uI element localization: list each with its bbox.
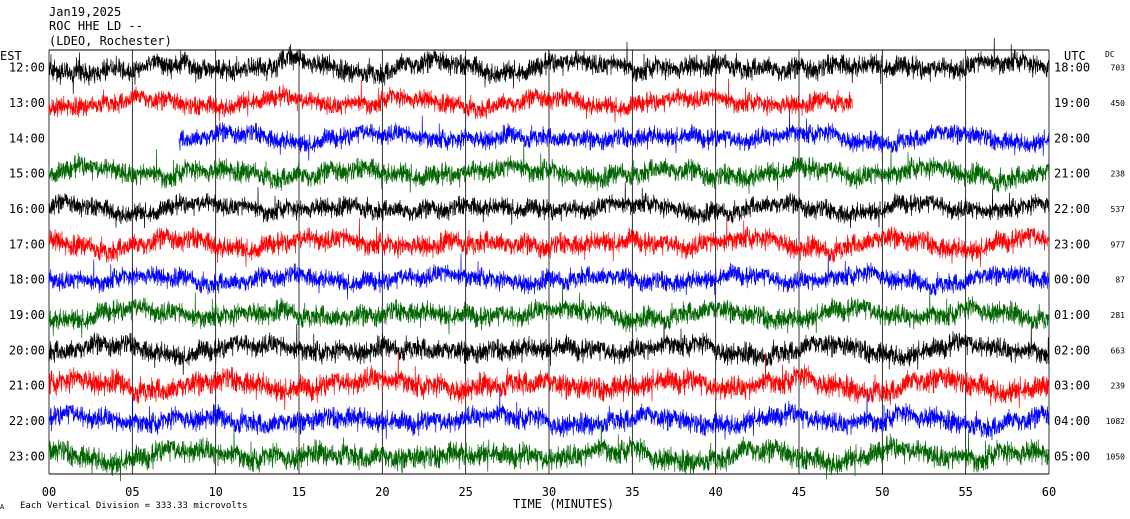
est-hour-label: 20:00 bbox=[9, 343, 45, 357]
utc-hour-label: 03:00 bbox=[1054, 379, 1090, 393]
est-hour-label: 18:00 bbox=[9, 273, 45, 287]
est-hour-label: 16:00 bbox=[9, 202, 45, 216]
utc-hour-label: 21:00 bbox=[1054, 167, 1090, 181]
x-axis-label: TIME (MINUTES) bbox=[513, 497, 614, 511]
dc-offset-labels: 703 450 238 537 977 87 281 663 239 1082 1050 bbox=[1106, 64, 1125, 462]
est-hour-label: 19:00 bbox=[9, 308, 45, 322]
x-tick-label: 20 bbox=[375, 485, 389, 499]
right-timezone-label: UTC bbox=[1064, 49, 1086, 63]
utc-hour-label: 01:00 bbox=[1054, 308, 1090, 322]
trace-line bbox=[48, 78, 853, 123]
trace-line bbox=[48, 253, 1050, 300]
dc-offset-label: 1082 bbox=[1106, 417, 1125, 426]
utc-hour-label: 05:00 bbox=[1054, 449, 1090, 463]
dc-header: DC bbox=[1105, 50, 1115, 59]
utc-hour-label: 04:00 bbox=[1054, 414, 1090, 428]
x-tick-label: 60 bbox=[1042, 485, 1056, 499]
header-station: ROC HHE LD -- bbox=[49, 19, 143, 33]
trace-line bbox=[48, 37, 1050, 94]
x-tick-label: 45 bbox=[792, 485, 806, 499]
x-tick-label: 00 bbox=[42, 485, 56, 499]
trace-line bbox=[178, 110, 1050, 161]
x-tick-label: 30 bbox=[542, 485, 556, 499]
est-hour-label: 17:00 bbox=[9, 237, 45, 251]
utc-hour-label: 00:00 bbox=[1054, 273, 1090, 287]
x-tick-labels: 00 05 10 15 20 25 30 35 40 45 50 55 60 bbox=[42, 485, 1056, 499]
x-tick-label: 35 bbox=[625, 485, 639, 499]
dc-offset-label: 537 bbox=[1111, 205, 1126, 214]
utc-hour-label: 18:00 bbox=[1054, 61, 1090, 75]
dc-offset-label: 977 bbox=[1111, 240, 1126, 249]
trace-group bbox=[48, 37, 1050, 482]
x-tick-label: 50 bbox=[875, 485, 889, 499]
dc-offset-label: 663 bbox=[1111, 346, 1126, 355]
trace-line bbox=[48, 215, 1050, 268]
x-tick-label: 10 bbox=[208, 485, 222, 499]
trace-line bbox=[48, 387, 1050, 441]
header-date: Jan19,2025 bbox=[49, 5, 121, 19]
utc-hour-label: 02:00 bbox=[1054, 343, 1090, 357]
scale-note: Each Vertical Division = 333.33 microvol… bbox=[20, 501, 248, 511]
trace-line bbox=[48, 352, 1050, 411]
trace-line bbox=[48, 419, 1050, 482]
est-hour-label: 21:00 bbox=[9, 379, 45, 393]
left-timezone-label: EST bbox=[0, 49, 22, 63]
x-tick-label: 55 bbox=[958, 485, 972, 499]
est-hour-label: 23:00 bbox=[9, 449, 45, 463]
corner-mark: A bbox=[0, 503, 5, 511]
trace-line bbox=[48, 143, 1050, 194]
est-hour-labels: 12:00 13:00 14:00 15:00 16:00 17:00 18:00 19:00… bbox=[9, 61, 45, 464]
dc-offset-label: 239 bbox=[1111, 382, 1126, 391]
x-tick-label: 25 bbox=[458, 485, 472, 499]
trace-line bbox=[48, 182, 1050, 229]
dc-offset-label: 238 bbox=[1111, 170, 1126, 179]
header-location: (LDEO, Rochester) bbox=[49, 34, 172, 48]
trace-line bbox=[48, 318, 1050, 375]
est-hour-label: 13:00 bbox=[9, 96, 45, 110]
x-tick-label: 15 bbox=[292, 485, 306, 499]
dc-offset-label: 1050 bbox=[1106, 452, 1125, 461]
trace-line bbox=[48, 283, 1050, 339]
utc-hour-labels: 18:00 19:00 20:00 21:00 22:00 23:00 00:00 01:00… bbox=[1054, 61, 1090, 464]
utc-hour-label: 22:00 bbox=[1054, 202, 1090, 216]
vertical-grid bbox=[48, 50, 1050, 474]
est-hour-label: 15:00 bbox=[9, 167, 45, 181]
est-hour-label: 22:00 bbox=[9, 414, 45, 428]
x-tick-label: 05 bbox=[125, 485, 139, 499]
utc-hour-label: 23:00 bbox=[1054, 237, 1090, 251]
est-hour-label: 14:00 bbox=[9, 131, 45, 145]
dc-offset-label: 703 bbox=[1111, 64, 1126, 73]
est-hour-label: 12:00 bbox=[9, 61, 45, 75]
utc-hour-label: 19:00 bbox=[1054, 96, 1090, 110]
x-tick-label: 40 bbox=[708, 485, 722, 499]
dc-offset-label: 450 bbox=[1111, 99, 1126, 108]
dc-offset-label: 281 bbox=[1111, 311, 1126, 320]
dc-offset-label: 87 bbox=[1115, 276, 1125, 285]
utc-hour-label: 20:00 bbox=[1054, 131, 1090, 145]
